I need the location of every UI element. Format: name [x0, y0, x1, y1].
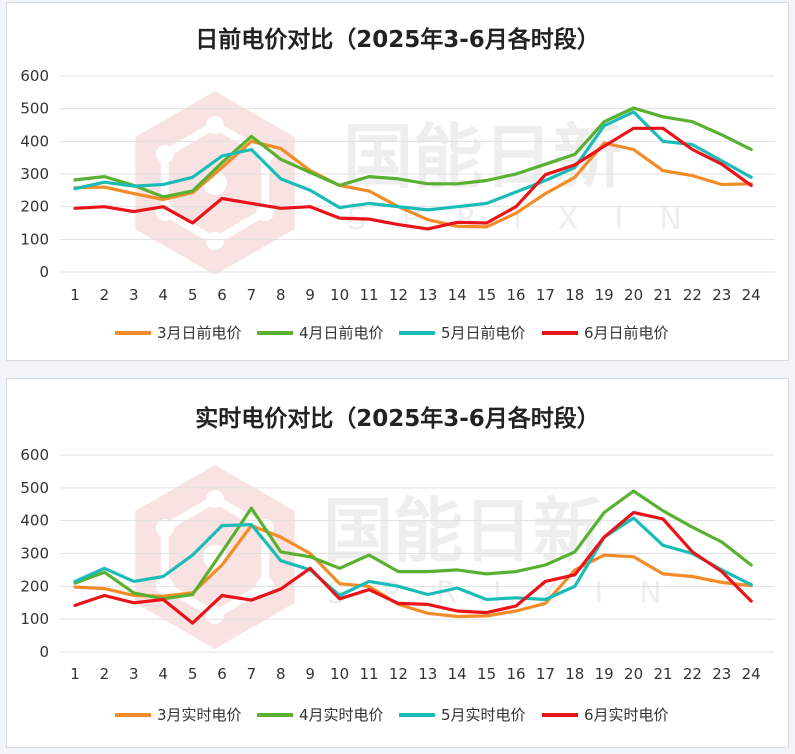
x-tick-label: 18 — [565, 286, 584, 304]
legend-label: 4月日前电价 — [299, 324, 384, 342]
legend-label: 3月实时电价 — [157, 706, 242, 724]
series-line — [73, 110, 753, 212]
x-tick-label: 13 — [418, 665, 437, 683]
legend-label: 5月实时电价 — [441, 706, 526, 724]
x-tick-label: 2 — [100, 665, 110, 683]
x-tick-label: 12 — [389, 286, 408, 304]
x-tick-label: 20 — [624, 286, 643, 304]
chart-title: 实时电价对比（2025年3-6月各时段） — [195, 406, 600, 432]
day-ahead-price-chart: 日前电价对比（2025年3-6月各时段） 国能日新 SPRIXIN 0 100 200 3… — [6, 2, 789, 361]
x-tick-label: 16 — [506, 665, 525, 683]
x-tick-label: 10 — [330, 286, 349, 304]
x-tick-label: 10 — [330, 665, 349, 683]
watermark-text: 国能日新 — [343, 116, 623, 198]
x-tick-label: 21 — [653, 665, 672, 683]
x-tick-label: 1 — [70, 665, 80, 683]
y-tick-label: 400 — [20, 132, 49, 150]
x-tick-label: 7 — [247, 665, 257, 683]
x-tick-label: 21 — [653, 286, 672, 304]
x-tick-label: 3 — [129, 286, 139, 304]
series-line — [73, 139, 753, 229]
x-tick-label: 11 — [359, 665, 378, 683]
series-line — [73, 510, 753, 625]
x-tick-label: 15 — [477, 286, 496, 304]
x-tick-label: 22 — [683, 286, 702, 304]
y-tick-label: 600 — [20, 446, 49, 464]
x-tick-label: 5 — [188, 286, 198, 304]
x-tick-label: 17 — [536, 286, 555, 304]
y-tick-label: 0 — [39, 263, 49, 281]
y-tick-label: 300 — [20, 165, 49, 183]
series-line — [73, 126, 753, 231]
y-tick-label: 0 — [39, 643, 49, 661]
x-tick-label: 3 — [129, 665, 139, 683]
x-tick-label: 24 — [742, 665, 761, 683]
x-tick-label: 24 — [742, 286, 761, 304]
y-tick-label: 100 — [20, 610, 49, 628]
realtime-price-chart: 实时电价对比（2025年3-6月各时段） 国能日新 SPRIXIN 0 100 200 3… — [6, 378, 789, 748]
x-tick-label: 20 — [624, 665, 643, 683]
x-tick-label: 7 — [247, 286, 257, 304]
x-tick-label: 1 — [70, 286, 80, 304]
x-tick-label: 4 — [158, 286, 168, 304]
y-tick-label: 100 — [20, 230, 49, 248]
x-tick-label: 14 — [448, 665, 467, 683]
y-tick-label: 500 — [20, 100, 49, 118]
series-line — [73, 106, 753, 199]
y-tick-label: 200 — [20, 577, 49, 595]
x-tick-label: 23 — [712, 665, 731, 683]
x-tick-label: 22 — [683, 665, 702, 683]
x-tick-label: 6 — [217, 286, 227, 304]
series-line — [73, 516, 753, 602]
legend-label: 6月日前电价 — [584, 324, 669, 342]
x-tick-label: 8 — [276, 286, 286, 304]
chart-title: 日前电价对比（2025年3-6月各时段） — [195, 27, 600, 53]
x-tick-label: 19 — [595, 665, 614, 683]
x-tick-label: 9 — [305, 665, 315, 683]
x-tick-label: 13 — [418, 286, 437, 304]
x-tick-label: 14 — [448, 286, 467, 304]
x-tick-label: 18 — [565, 665, 584, 683]
y-tick-label: 400 — [20, 512, 49, 530]
x-tick-label: 17 — [536, 665, 555, 683]
x-tick-label: 12 — [389, 665, 408, 683]
x-tick-label: 4 — [158, 665, 168, 683]
series-line — [73, 524, 753, 619]
x-tick-label: 2 — [100, 286, 110, 304]
x-tick-label: 11 — [359, 286, 378, 304]
x-tick-label: 5 — [188, 665, 198, 683]
x-tick-label: 6 — [217, 665, 227, 683]
legend-label: 4月实时电价 — [299, 706, 384, 724]
y-tick-label: 300 — [20, 545, 49, 563]
y-tick-label: 200 — [20, 198, 49, 216]
legend-label: 5月日前电价 — [441, 324, 526, 342]
y-tick-label: 500 — [20, 479, 49, 497]
x-tick-label: 9 — [305, 286, 315, 304]
series-line — [73, 489, 753, 601]
x-tick-label: 15 — [477, 665, 496, 683]
legend-label: 3月日前电价 — [157, 324, 242, 342]
x-tick-label: 8 — [276, 665, 286, 683]
watermark-text: 国能日新 — [323, 490, 603, 572]
x-tick-label: 23 — [712, 286, 731, 304]
legend-label: 6月实时电价 — [584, 706, 669, 724]
x-tick-label: 16 — [506, 286, 525, 304]
x-tick-label: 19 — [595, 286, 614, 304]
watermark-logo-shape — [135, 91, 295, 275]
y-tick-label: 600 — [20, 67, 49, 85]
